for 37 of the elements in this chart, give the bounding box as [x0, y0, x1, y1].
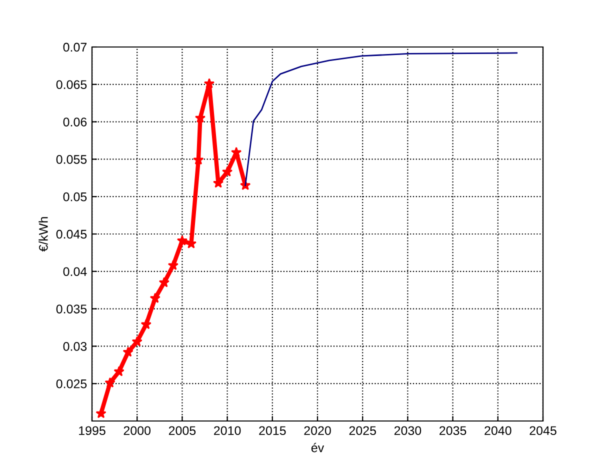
y-tick-label: 0.05: [63, 192, 87, 202]
point: [122, 346, 134, 357]
y-tick-label: 0.065: [56, 80, 87, 90]
y-tick-label: 0.045: [56, 230, 87, 239]
point: [132, 336, 142, 346]
x-tick-label: 2030: [394, 426, 422, 436]
y-tick-label: 0.055: [56, 155, 87, 164]
point: [168, 260, 178, 270]
y-tick-label: 0.06: [63, 118, 87, 126]
x-tick-label: 2025: [349, 426, 376, 436]
y-axis-title: €/kWh: [38, 217, 48, 252]
y-tick-label: 0.07: [63, 42, 87, 52]
x-tick-label: 2045: [530, 426, 556, 436]
point: [231, 146, 242, 158]
y-tick-label: 0.025: [56, 379, 87, 388]
x-tick-label: 2035: [440, 426, 466, 436]
point: [204, 78, 215, 88]
point: [114, 366, 124, 376]
y-tick-label: 0.035: [56, 304, 87, 314]
x-tick-label: 2005: [168, 426, 196, 436]
point: [194, 112, 206, 123]
x-tick-label: 2040: [484, 426, 512, 436]
x-tick-label: 2000: [124, 426, 151, 436]
x-axis-title: év: [311, 442, 324, 452]
y-tick-label: 0.03: [63, 342, 87, 351]
point: [140, 318, 152, 330]
point: [222, 166, 233, 177]
x-tick-label: 2010: [214, 426, 241, 436]
point: [96, 408, 106, 418]
point: [104, 377, 116, 388]
y-tick-label: 0.04: [63, 267, 87, 276]
point: [158, 277, 170, 288]
x-tick-label: 1995: [79, 426, 106, 436]
x-tick-label: 2015: [259, 426, 286, 436]
point: [150, 292, 160, 303]
point: [176, 235, 188, 246]
x-tick-label: 2020: [304, 426, 331, 436]
